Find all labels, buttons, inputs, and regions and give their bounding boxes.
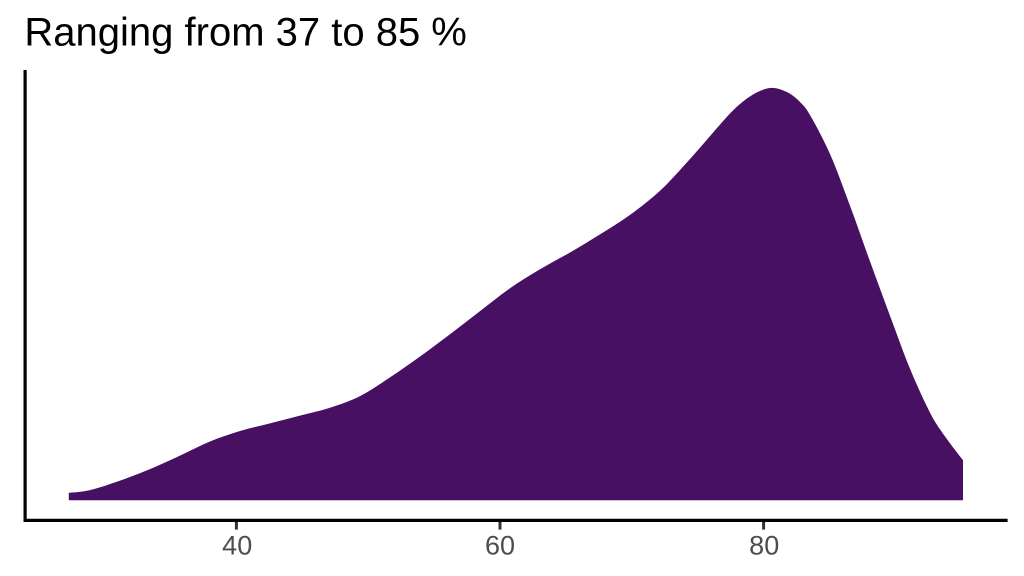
svg-text:40: 40: [222, 531, 252, 561]
svg-text:Ranging from 37 to 85 %: Ranging from 37 to 85 %: [24, 11, 466, 55]
svg-text:80: 80: [749, 531, 779, 561]
svg-text:60: 60: [485, 531, 515, 561]
